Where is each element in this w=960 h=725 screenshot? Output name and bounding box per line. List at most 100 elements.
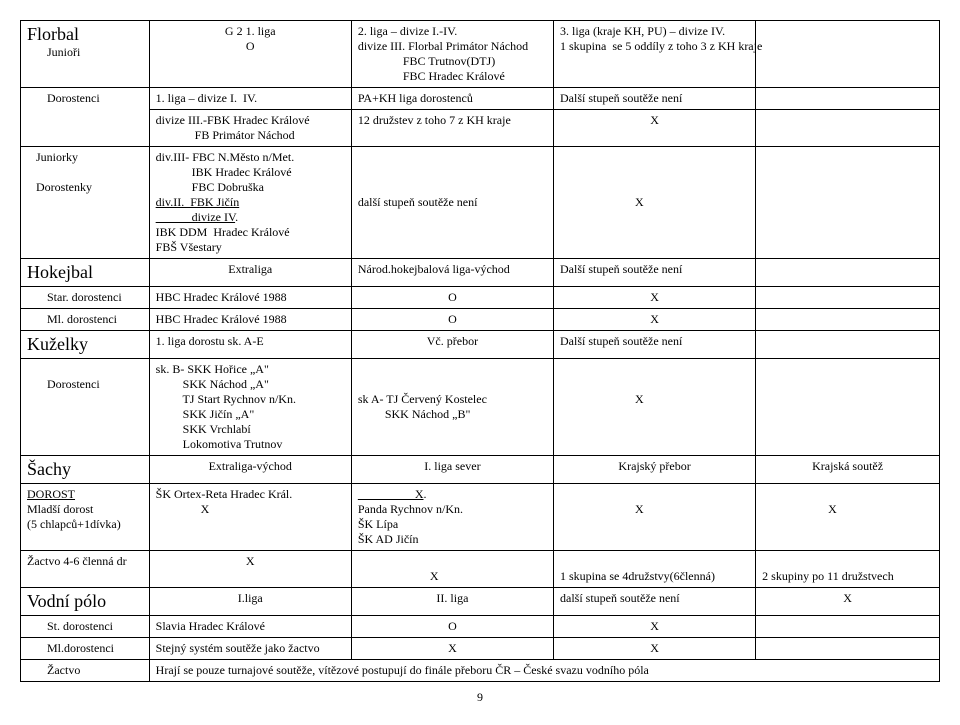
category-label: DOROST bbox=[27, 487, 75, 501]
cell: Další stupeň soutěže není bbox=[554, 88, 756, 110]
sport-name: Florbal bbox=[27, 24, 79, 44]
cell: X. Panda Rychnov n/Kn. ŠK Lípa ŠK AD Jič… bbox=[351, 484, 553, 551]
cell: divize III.-FBK Hradec Králové FB Primát… bbox=[149, 110, 351, 147]
category-label: Žactvo 4-6 členná dr bbox=[27, 554, 127, 568]
sports-table: Florbal Junioři G 2 1. liga O 2. liga – … bbox=[20, 20, 940, 682]
cell bbox=[756, 88, 940, 110]
cell: X bbox=[149, 551, 351, 588]
cell: ŠK Ortex-Reta Hradec Král. X bbox=[149, 484, 351, 551]
cell: Slavia Hradec Králové bbox=[149, 616, 351, 638]
cell: X bbox=[554, 359, 756, 456]
cell: 1. liga dorostu sk. A-E bbox=[149, 331, 351, 359]
cell: X bbox=[756, 484, 940, 551]
cell: Žactvo bbox=[21, 660, 150, 682]
cell: Star. dorostenci bbox=[21, 287, 150, 309]
sport-name: Hokejbal bbox=[27, 262, 93, 282]
cell bbox=[756, 331, 940, 359]
cell: O bbox=[351, 616, 553, 638]
cell bbox=[756, 359, 940, 456]
cell: 1. liga – divize I. IV. bbox=[149, 88, 351, 110]
cell: Šachy bbox=[21, 456, 150, 484]
cell: G 2 1. liga O bbox=[149, 21, 351, 88]
cell: Juniorky Dorostenky bbox=[21, 147, 150, 259]
cell bbox=[756, 259, 940, 287]
cell: Žactvo 4-6 členná dr bbox=[21, 551, 150, 588]
cell: X bbox=[351, 551, 553, 588]
cell: div.III- FBC N.Město n/Met. IBK Hradec K… bbox=[149, 147, 351, 259]
text: IBK DDM Hradec Králové FBŠ Všestary bbox=[156, 225, 290, 254]
cell: Dorostenci bbox=[21, 88, 150, 147]
cell: Krajská soutěž bbox=[756, 456, 940, 484]
cell: O bbox=[351, 287, 553, 309]
cell: X bbox=[554, 287, 756, 309]
text: 2 skupiny po 11 družstvech bbox=[762, 569, 894, 583]
text: X bbox=[358, 487, 424, 501]
cell: I. liga sever bbox=[351, 456, 553, 484]
cell: Ml. dorostenci bbox=[21, 309, 150, 331]
cell: 2. liga – divize I.-IV. divize III. Flor… bbox=[351, 21, 553, 88]
text: div.II. FBK Jičín bbox=[156, 195, 240, 209]
cell: další stupeň soutěže není bbox=[554, 588, 756, 616]
category-label: Ml.dorostenci bbox=[47, 641, 114, 655]
cell bbox=[756, 309, 940, 331]
cell: Kuželky bbox=[21, 331, 150, 359]
cell: X bbox=[554, 638, 756, 660]
text: div.III- FBC N.Město n/Met. IBK Hradec K… bbox=[156, 150, 295, 194]
cell: DOROST Mladší dorost (5 chlapců+1dívka) bbox=[21, 484, 150, 551]
text: X bbox=[635, 502, 644, 516]
sport-name: Kuželky bbox=[27, 334, 88, 354]
cell bbox=[756, 287, 940, 309]
text: další stupeň soutěže není bbox=[358, 195, 478, 209]
cell: Národ.hokejbalová liga-východ bbox=[351, 259, 553, 287]
cell: X bbox=[554, 616, 756, 638]
cell: 1 skupina se 4družstvy(6členná) bbox=[554, 551, 756, 588]
sport-name: Šachy bbox=[27, 459, 71, 479]
sport-name: Vodní pólo bbox=[27, 591, 106, 611]
category-label: Dorostenci bbox=[47, 91, 100, 105]
cell: 12 družstev z toho 7 z KH kraje bbox=[351, 110, 553, 147]
cell: Stejný systém soutěže jako žactvo bbox=[149, 638, 351, 660]
cell: PA+KH liga dorostenců bbox=[351, 88, 553, 110]
text: sk A- TJ Červený Kostelec SKK Náchod „B" bbox=[358, 392, 487, 421]
cell: X bbox=[756, 588, 940, 616]
cell: 2 skupiny po 11 družstvech bbox=[756, 551, 940, 588]
cell: St. dorostenci bbox=[21, 616, 150, 638]
text: X bbox=[635, 392, 644, 406]
category-label: Juniorky bbox=[36, 150, 78, 164]
text: divize IV bbox=[156, 210, 235, 224]
cell: Další stupeň soutěže není bbox=[554, 331, 756, 359]
cell: 3. liga (kraje KH, PU) – divize IV. 1 sk… bbox=[554, 21, 756, 88]
cell: O bbox=[351, 309, 553, 331]
cell: Hrají se pouze turnajové soutěže, vítězo… bbox=[149, 660, 939, 682]
cell: Krajský přebor bbox=[554, 456, 756, 484]
cell: X bbox=[351, 638, 553, 660]
text: Panda Rychnov n/Kn. ŠK Lípa ŠK AD Jičín bbox=[358, 502, 463, 546]
cell: X bbox=[554, 484, 756, 551]
cell: Vodní pólo bbox=[21, 588, 150, 616]
cell: Vč. přebor bbox=[351, 331, 553, 359]
category-label: Dorostenky bbox=[36, 180, 92, 194]
cell bbox=[756, 638, 940, 660]
cell: Extraliga-východ bbox=[149, 456, 351, 484]
category-label: St. dorostenci bbox=[47, 619, 113, 633]
cell: II. liga bbox=[351, 588, 553, 616]
cell: Extraliga bbox=[149, 259, 351, 287]
cell: Florbal Junioři bbox=[21, 21, 150, 88]
cell: HBC Hradec Králové 1988 bbox=[149, 309, 351, 331]
cell: Dorostenci bbox=[21, 359, 150, 456]
cell: další stupeň soutěže není bbox=[351, 147, 553, 259]
category-label: Junioři bbox=[47, 45, 80, 59]
cell: X bbox=[554, 147, 756, 259]
cell: sk. B- SKK Hořice „A" SKK Náchod „A" TJ … bbox=[149, 359, 351, 456]
cell: Ml.dorostenci bbox=[21, 638, 150, 660]
text: X bbox=[430, 569, 439, 583]
category-label: Žactvo bbox=[47, 663, 80, 677]
category-label: Dorostenci bbox=[47, 377, 100, 391]
text: X bbox=[635, 195, 644, 209]
cell: HBC Hradec Králové 1988 bbox=[149, 287, 351, 309]
cell: sk A- TJ Červený Kostelec SKK Náchod „B" bbox=[351, 359, 553, 456]
text: X bbox=[828, 502, 837, 516]
cell bbox=[756, 110, 940, 147]
cell: Hokejbal bbox=[21, 259, 150, 287]
page-number: 9 bbox=[20, 690, 940, 705]
